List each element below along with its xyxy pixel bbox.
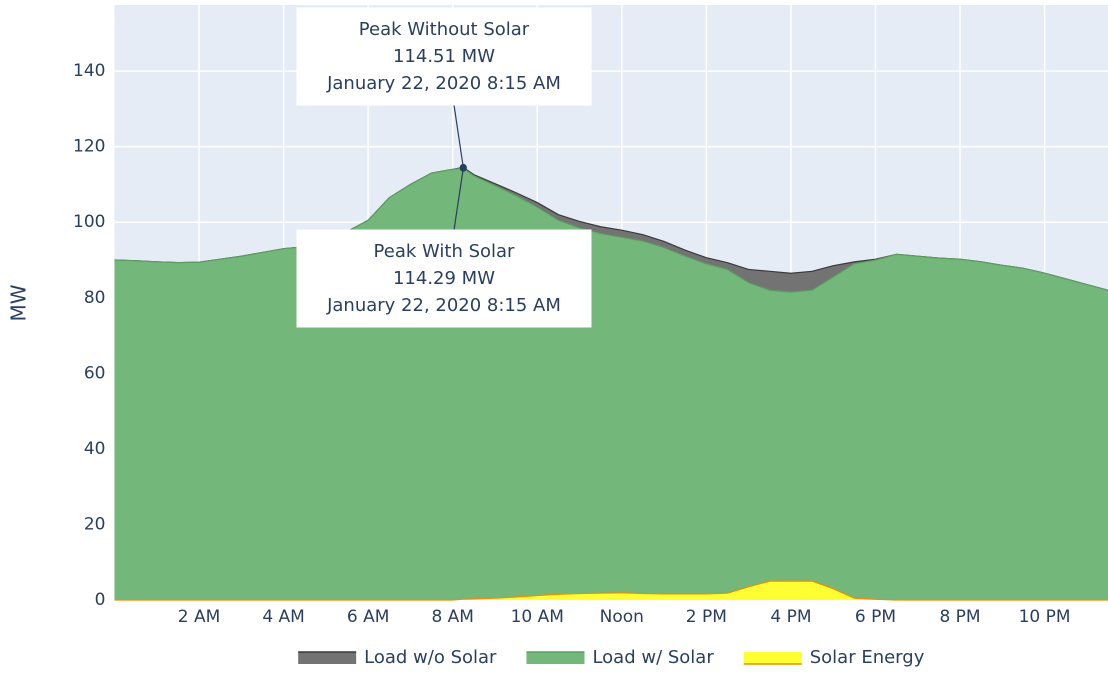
- x-tick-label: 8 AM: [431, 607, 474, 627]
- axes: 0 20 40 60 80 100 120 140 2 AM 4 AM 6 AM 8 AM 10 AM N…: [73, 61, 1071, 627]
- legend-label: Solar Energy: [810, 647, 925, 668]
- annotation-text: January 22, 2020 8:15 AM: [326, 73, 561, 94]
- y-tick-label: 140: [73, 61, 105, 81]
- annotations: Peak Without Solar 114.51 MW January 22, 2…: [296, 7, 592, 328]
- legend: Load w/o Solar Load w/ Solar Solar Energy: [298, 647, 925, 668]
- annotation-box: [296, 7, 592, 106]
- x-tick-label: Noon: [600, 607, 644, 627]
- annotation-text: 114.29 MW: [393, 268, 495, 289]
- x-tick-label: 6 AM: [347, 607, 390, 627]
- annotation-point: [459, 164, 467, 172]
- x-tick-label: 4 PM: [770, 607, 811, 627]
- area-fill: [114, 581, 1108, 600]
- annotation-box: [296, 229, 592, 328]
- x-tick-label: 4 AM: [262, 607, 305, 627]
- annotation-text: Peak With Solar: [374, 241, 516, 262]
- annotation-arrow: [453, 168, 464, 231]
- annotation-text: Peak Without Solar: [359, 19, 530, 40]
- x-tick-label: 6 PM: [855, 607, 896, 627]
- y-tick-label: 120: [73, 137, 105, 157]
- y-tick-label: 20: [84, 514, 106, 534]
- y-tick-label: 100: [73, 212, 105, 232]
- legend-swatch: [526, 652, 585, 664]
- area-line: [114, 580, 1108, 601]
- legend-swatch: [298, 652, 357, 664]
- annotation-arrow: [453, 104, 464, 168]
- legend-label: Load w/ Solar: [592, 647, 714, 668]
- y-tick-label: 80: [84, 288, 106, 308]
- legend-label: Load w/o Solar: [364, 647, 497, 668]
- x-tick-label: 10 AM: [511, 607, 564, 627]
- x-tick-label: 10 PM: [1019, 607, 1071, 627]
- legend-swatch: [743, 652, 802, 664]
- x-tick-label: 8 PM: [939, 607, 980, 627]
- y-tick-label: 0: [95, 590, 106, 610]
- annotation-text: January 22, 2020 8:15 AM: [326, 295, 561, 316]
- y-tick-label: 60: [84, 363, 106, 383]
- x-tick-label: 2 AM: [178, 607, 221, 627]
- area-line: [114, 167, 1108, 293]
- annotation-text: 114.51 MW: [393, 46, 495, 67]
- y-tick-label: 40: [84, 439, 106, 459]
- y-axis-title: MW: [7, 284, 31, 321]
- x-tick-label: 2 PM: [686, 607, 727, 627]
